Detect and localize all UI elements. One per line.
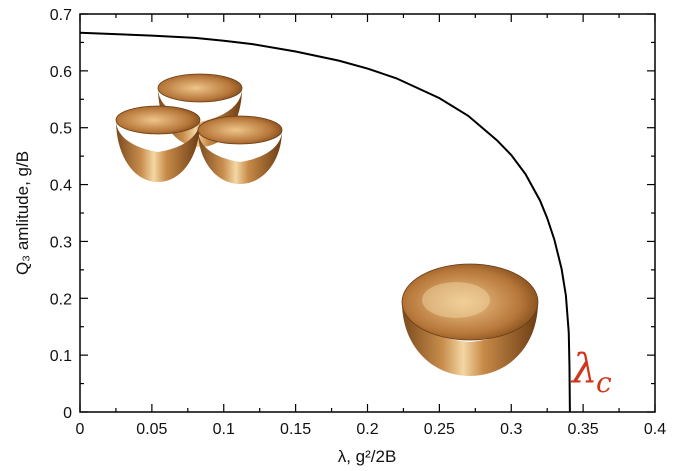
single-paraboloid-well-icon: [401, 263, 539, 376]
series-line: [79, 31, 571, 413]
y-tick-label: 0.6: [50, 64, 72, 81]
x-tick-label: 0.15: [280, 421, 311, 438]
x-tick-label: 0.4: [644, 421, 666, 438]
lambda-subscript: c: [596, 366, 612, 399]
y-tick-label: 0.5: [50, 121, 72, 138]
x-tick-label: 0.2: [356, 421, 378, 438]
lambda-c-annotation: λ c: [570, 346, 612, 399]
y-tick-labels: 0 0.1 0.2 0.3 0.4 0.5 0.6 0.7: [50, 7, 72, 422]
x-tick-labels: 0 0.05 0.1 0.15 0.2 0.25 0.3 0.35 0.4: [76, 421, 667, 438]
y-tick-label: 0.3: [50, 234, 72, 251]
tick-marks: [79, 13, 656, 413]
x-tick-label: 0.05: [136, 421, 167, 438]
y-axis-label: Q₃ amlitude, g/B: [13, 151, 32, 275]
x-axis-label: λ, g²/2B: [338, 447, 397, 466]
y-tick-label: 0.2: [50, 291, 72, 308]
x-tick-label: 0.1: [213, 421, 235, 438]
three-paraboloid-wells-icon: [115, 73, 283, 184]
y-tick-label: 0: [63, 405, 72, 422]
lambda-symbol: λ: [570, 346, 597, 392]
x-tick-label: 0.25: [424, 421, 455, 438]
x-tick-label: 0.35: [568, 421, 599, 438]
x-tick-label: 0.3: [500, 421, 522, 438]
y-tick-label: 0.1: [50, 348, 72, 365]
y-tick-label: 0.4: [50, 178, 72, 195]
y-tick-label: 0.7: [50, 7, 72, 24]
x-tick-label: 0: [76, 421, 85, 438]
